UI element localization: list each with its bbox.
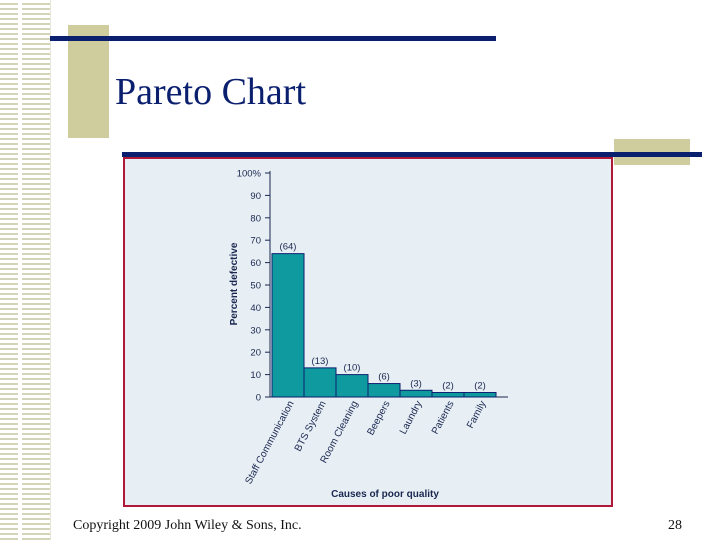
bar-data-label: (2) <box>442 381 454 392</box>
category-label: Family <box>465 399 489 430</box>
bar <box>463 392 497 398</box>
bar <box>303 367 337 398</box>
bar-data-label: (13) <box>312 356 329 367</box>
stripe-gap <box>18 0 22 540</box>
bar-data-label: (2) <box>474 381 486 392</box>
y-tick-label: 30 <box>250 325 261 336</box>
bar <box>399 389 433 398</box>
title-underline-top <box>50 36 496 41</box>
y-axis-label: Percent defective <box>229 242 240 325</box>
y-tick-label: 50 <box>250 281 261 292</box>
bar-data-label: (3) <box>410 378 422 389</box>
x-axis-label: Causes of poor quality <box>331 489 439 500</box>
title-underline-bottom <box>122 152 702 157</box>
bar-data-label: (10) <box>344 363 361 374</box>
bar <box>367 383 401 398</box>
y-tick-label: 20 <box>250 348 261 359</box>
tan-block-top-left <box>68 25 109 138</box>
category-label: Laundry <box>398 399 425 436</box>
y-tick-label: 0 <box>256 393 261 404</box>
chart-frame: 0 10 20 30 40 50 60 70 80 90 100% (64) Staff Communi… <box>123 157 613 507</box>
category-label: Patients <box>430 399 457 436</box>
y-tick-label: 80 <box>250 213 261 224</box>
bar-data-label: (64) <box>280 242 297 253</box>
pareto-chart: 0 10 20 30 40 50 60 70 80 90 100% (64) Staff Communi… <box>229 169 508 500</box>
category-label: BTS System <box>293 399 329 453</box>
bar <box>271 253 305 398</box>
category-label: Staff Communication <box>243 399 296 486</box>
y-tick-label: 90 <box>250 191 261 202</box>
copyright-footer: Copyright 2009 John Wiley & Sons, Inc. <box>73 518 302 533</box>
y-tick-label: 40 <box>250 303 261 314</box>
bar-data-label: (6) <box>378 372 390 383</box>
y-tick-label: 70 <box>250 236 261 247</box>
y-tick-label: 10 <box>250 370 261 381</box>
page-title: Pareto Chart <box>115 71 307 113</box>
y-tick-label: 100% <box>237 169 262 180</box>
bar <box>431 392 465 398</box>
y-tick-label: 60 <box>250 258 261 269</box>
left-stripe-decoration <box>0 0 51 540</box>
bar <box>335 374 369 398</box>
page-number: 28 <box>668 518 682 533</box>
category-label: Beepers <box>365 399 392 437</box>
